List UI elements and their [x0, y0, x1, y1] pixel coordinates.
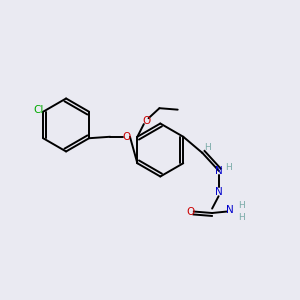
Text: Cl: Cl: [34, 105, 44, 115]
Text: H: H: [238, 213, 245, 222]
Text: H: H: [204, 143, 211, 152]
Text: H: H: [238, 201, 245, 210]
Text: O: O: [186, 206, 194, 217]
Text: N: N: [215, 187, 223, 197]
Text: H: H: [226, 163, 232, 172]
Text: N: N: [226, 205, 234, 215]
Text: N: N: [215, 166, 223, 176]
Text: O: O: [142, 116, 150, 126]
Text: O: O: [122, 132, 130, 142]
